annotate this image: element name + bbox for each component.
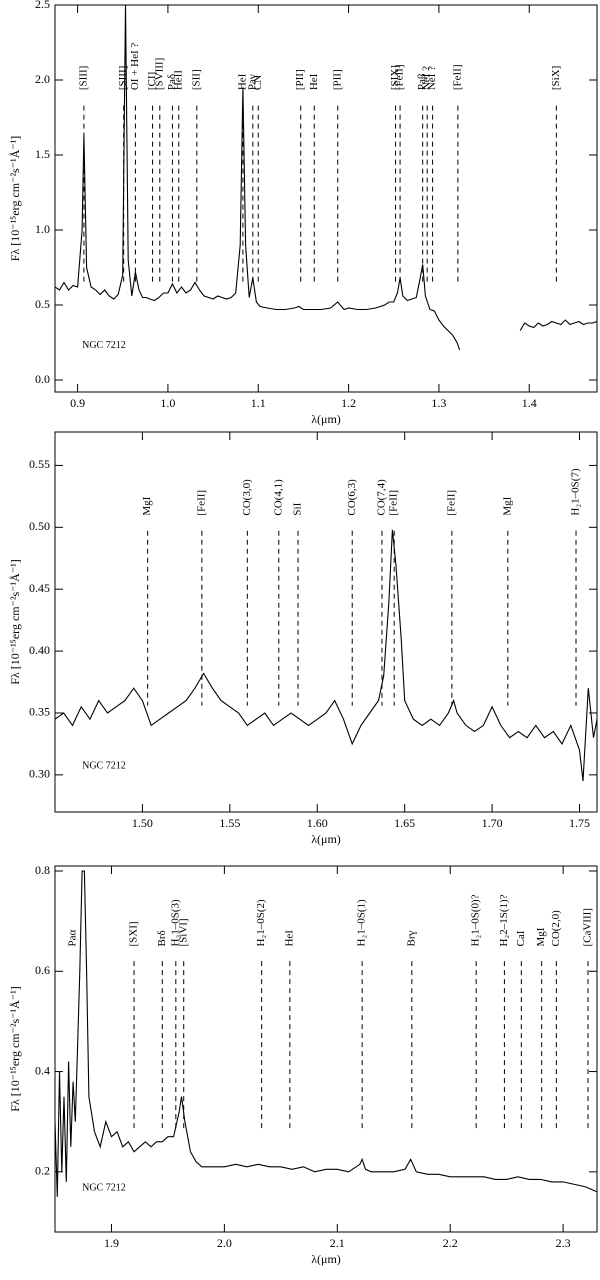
- line-label: H₂1–0S(7): [570, 468, 582, 516]
- line-label: HeII: [172, 70, 184, 90]
- line-label: [SIX]: [389, 65, 401, 90]
- x-tick-label: 1.0: [160, 396, 175, 410]
- line-label: Paα: [67, 930, 79, 947]
- line-label: [PII]: [331, 69, 343, 90]
- line-label: CO(3,0): [241, 479, 253, 516]
- x-tick-label: 2.3: [556, 1236, 571, 1250]
- y-tick-label: 0.2: [35, 1164, 50, 1178]
- object-label: NGC 7212: [82, 340, 126, 351]
- line-label: H₂2–1S(1)?: [498, 894, 510, 946]
- line-label: [SII]: [190, 69, 202, 90]
- line-label: H₂1–0S(2): [255, 899, 267, 947]
- plot-frame: [54, 865, 598, 1233]
- x-tick-label: 1.2: [341, 396, 356, 410]
- x-axis-label: λ(μm): [311, 832, 341, 846]
- plot-frame: [54, 431, 598, 813]
- line-label: MgI: [141, 496, 153, 515]
- line-label: [FeII]: [451, 64, 463, 90]
- line-label: MgI: [535, 927, 547, 946]
- line-label: CO(7,4): [375, 479, 387, 516]
- line-label: CaI: [515, 930, 527, 946]
- x-axis-label: λ(μm): [311, 1252, 341, 1266]
- y-axis-label: Fλ [10⁻¹⁵erg cm⁻²s⁻¹Å⁻¹]: [8, 559, 22, 685]
- line-label: HeI: [283, 930, 295, 947]
- x-tick-label: 1.60: [307, 816, 328, 830]
- line-label: [FeII]: [388, 490, 400, 516]
- plot-frame: [54, 4, 598, 393]
- y-axis-label: Fλ [10⁻¹⁵erg cm⁻²s⁻¹Å⁻¹]: [8, 136, 22, 262]
- x-tick-label: 1.55: [219, 816, 240, 830]
- line-label: CN: [252, 75, 264, 90]
- spectrum-line: [55, 870, 597, 1197]
- y-tick-label: 0.40: [29, 643, 50, 657]
- y-tick-label: 0.35: [29, 705, 50, 719]
- line-label: HeI: [308, 73, 320, 90]
- line-label: [SVIII]: [153, 58, 165, 90]
- y-tick-label: 2.5: [35, 0, 50, 11]
- line-label: [SiVI]: [177, 918, 189, 946]
- x-tick-label: 1.9: [104, 1236, 119, 1250]
- x-tick-label: 1.70: [482, 816, 503, 830]
- object-label: NGC 7212: [82, 761, 126, 772]
- line-label: Paγ: [246, 74, 258, 90]
- line-label: [FeII]: [394, 64, 406, 90]
- y-tick-label: 0.5: [35, 297, 50, 311]
- line-label: HeI: [236, 73, 248, 90]
- line-label: [PII]: [294, 69, 306, 90]
- y-tick-label: 0.45: [29, 581, 50, 595]
- line-label: SiI: [292, 502, 304, 515]
- line-label: [SXI]: [128, 921, 140, 946]
- line-label: [FeII]: [195, 490, 207, 516]
- line-label: H₂1–0S(1): [356, 899, 368, 947]
- line-label: Paβ: [416, 73, 428, 90]
- x-tick-label: 1.75: [569, 816, 590, 830]
- spectrum-line: [55, 5, 597, 351]
- line-label: [SIII]: [77, 66, 89, 90]
- y-tick-label: 0.30: [29, 767, 50, 781]
- line-label: Paδ: [166, 74, 178, 90]
- y-tick-label: 2.0: [35, 72, 50, 86]
- line-label: Brδ: [156, 930, 168, 946]
- line-label: CO(4,1): [272, 479, 284, 516]
- line-label: [CI]: [146, 72, 158, 90]
- line-label: CO(2,0): [550, 910, 562, 947]
- x-tick-label: 0.9: [70, 396, 85, 410]
- x-tick-label: 1.50: [132, 816, 153, 830]
- line-label: H₂1–0S(0)?: [470, 894, 482, 946]
- line-label: H₂1–0S(3): [169, 899, 181, 947]
- line-label: [FeII]: [445, 490, 457, 516]
- line-label: NeI ?: [426, 66, 438, 90]
- line-label: CO(6,3): [346, 479, 358, 516]
- x-tick-label: 1.3: [431, 396, 446, 410]
- y-tick-label: 0.4: [35, 1063, 50, 1077]
- x-tick-label: 2.2: [443, 1236, 458, 1250]
- line-label: MgI: [501, 496, 513, 515]
- line-label: [CaVIII]: [581, 908, 593, 946]
- y-tick-label: 0.6: [35, 963, 50, 977]
- x-tick-label: 2.1: [330, 1236, 345, 1250]
- object-label: NGC 7212: [82, 1182, 126, 1193]
- y-tick-label: 0.55: [29, 457, 50, 471]
- line-label: [SiX]: [550, 66, 562, 90]
- y-axis-label: Fλ [10⁻¹⁵erg cm⁻²s⁻¹Å⁻¹]: [8, 986, 22, 1112]
- y-tick-label: 0.0: [35, 372, 50, 386]
- x-tick-label: 1.4: [522, 396, 537, 410]
- x-tick-label: 2.0: [217, 1236, 232, 1250]
- y-tick-label: 1.5: [35, 147, 50, 161]
- x-tick-label: 1.1: [251, 396, 266, 410]
- y-tick-label: 0.8: [35, 863, 50, 877]
- y-tick-label: 1.0: [35, 222, 50, 236]
- x-axis-label: λ(μm): [311, 412, 341, 426]
- line-label: OI + HeI ?: [129, 43, 141, 91]
- line-label: Brγ: [405, 931, 417, 947]
- y-tick-label: 0.50: [29, 519, 50, 533]
- line-label: [SIII]: [117, 66, 129, 90]
- spectrum-line: [55, 529, 597, 782]
- line-label: NeI ?: [421, 66, 433, 90]
- x-tick-label: 1.65: [394, 816, 415, 830]
